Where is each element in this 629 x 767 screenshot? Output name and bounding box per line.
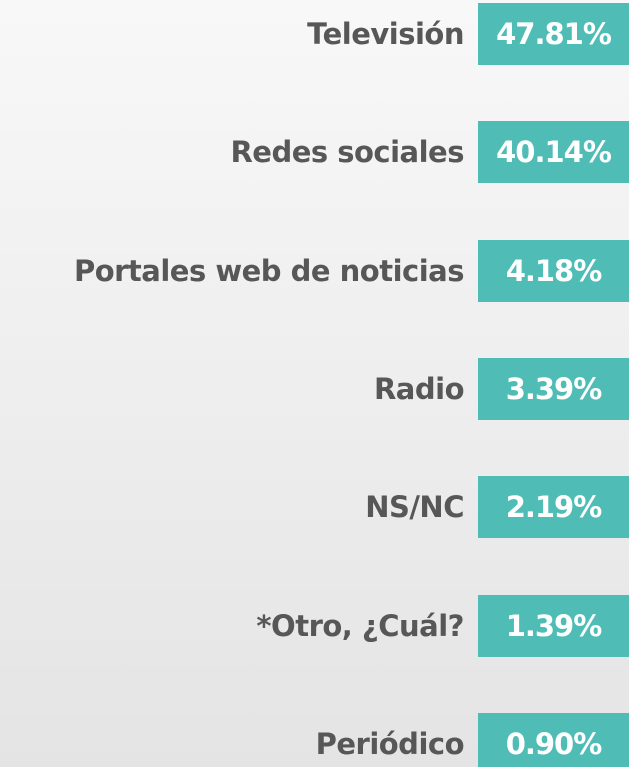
item-value: 47.81% — [478, 3, 629, 65]
item-label: Televisión — [307, 17, 464, 51]
item-label: Redes sociales — [230, 135, 464, 170]
item-label: Radio — [373, 371, 465, 406]
item-value: 40.14% — [478, 121, 629, 184]
item-row: Redes sociales 40.14% — [0, 121, 629, 184]
item-value: 0.90% — [478, 712, 629, 767]
item-row: NS/NC 2.19% — [0, 476, 629, 539]
item-row: Televisión 47.81% — [0, 3, 629, 65]
item-row: Periódico 0.90% — [0, 712, 629, 767]
item-label: *Otro, ¿Cuál? — [256, 608, 464, 643]
item-label: NS/NC — [365, 490, 464, 525]
item-label: Portales web de noticias — [73, 253, 465, 288]
item-row: Portales web de noticias 4.18% — [0, 239, 629, 302]
item-value: 1.39% — [478, 594, 629, 657]
item-row: Radio 3.39% — [0, 357, 629, 420]
item-label: Periódico — [315, 726, 465, 761]
item-value: 3.39% — [478, 357, 629, 420]
item-value: 4.18% — [478, 239, 629, 302]
item-value: 2.19% — [478, 476, 629, 539]
item-row: *Otro, ¿Cuál? 1.39% — [0, 594, 629, 657]
